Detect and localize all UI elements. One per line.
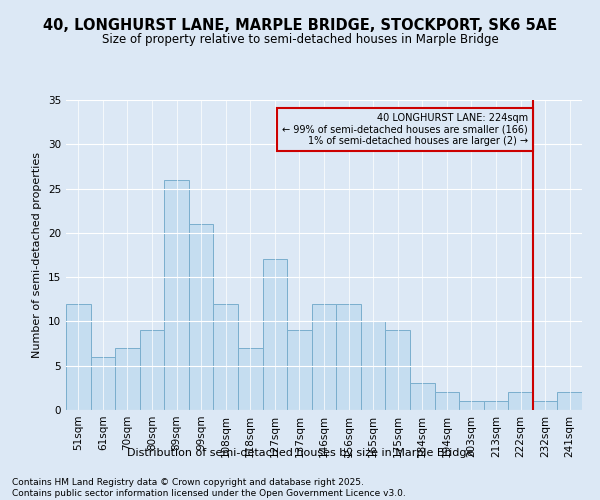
Bar	[312, 304, 336, 410]
Bar	[115, 348, 140, 410]
Bar	[91, 357, 115, 410]
Bar	[484, 401, 508, 410]
Text: Distribution of semi-detached houses by size in Marple Bridge: Distribution of semi-detached houses by …	[127, 448, 473, 458]
Bar	[164, 180, 189, 410]
Y-axis label: Number of semi-detached properties: Number of semi-detached properties	[32, 152, 43, 358]
Bar	[410, 384, 434, 410]
Bar	[385, 330, 410, 410]
Text: Contains HM Land Registry data © Crown copyright and database right 2025.
Contai: Contains HM Land Registry data © Crown c…	[12, 478, 406, 498]
Bar	[189, 224, 214, 410]
Bar	[557, 392, 582, 410]
Bar	[214, 304, 238, 410]
Text: 40 LONGHURST LANE: 224sqm
← 99% of semi-detached houses are smaller (166)
1% of : 40 LONGHURST LANE: 224sqm ← 99% of semi-…	[282, 114, 528, 146]
Text: Size of property relative to semi-detached houses in Marple Bridge: Size of property relative to semi-detach…	[101, 32, 499, 46]
Bar	[508, 392, 533, 410]
Text: 40, LONGHURST LANE, MARPLE BRIDGE, STOCKPORT, SK6 5AE: 40, LONGHURST LANE, MARPLE BRIDGE, STOCK…	[43, 18, 557, 32]
Bar	[66, 304, 91, 410]
Bar	[238, 348, 263, 410]
Bar	[140, 330, 164, 410]
Bar	[263, 260, 287, 410]
Bar	[459, 401, 484, 410]
Bar	[336, 304, 361, 410]
Bar	[533, 401, 557, 410]
Bar	[361, 322, 385, 410]
Bar	[287, 330, 312, 410]
Bar	[434, 392, 459, 410]
